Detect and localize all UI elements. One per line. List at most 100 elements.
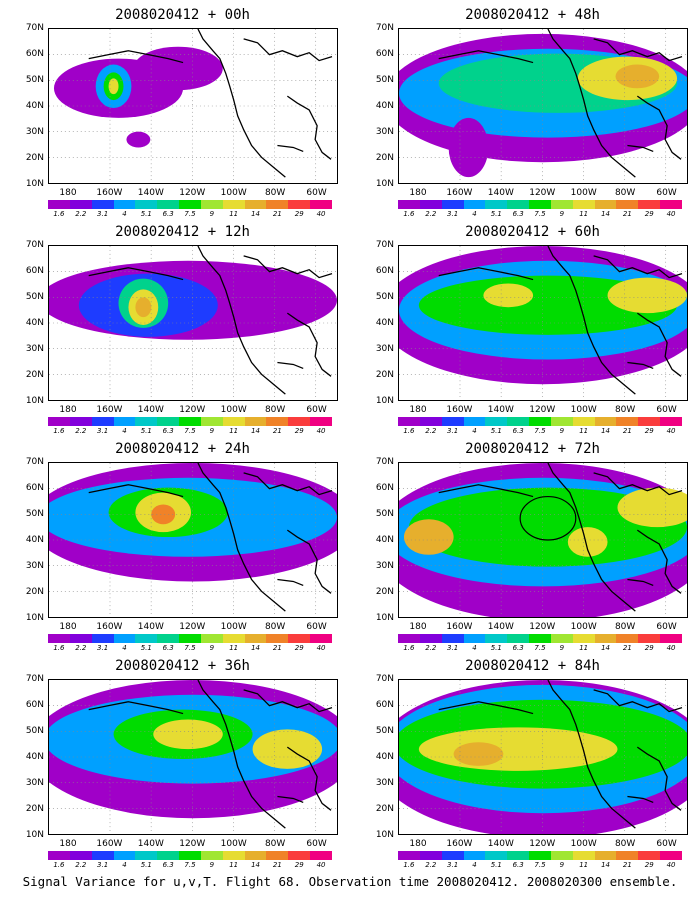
colorbar-swatch (616, 851, 639, 860)
colorbar-swatch (244, 634, 267, 643)
colorbar-label: 6.3 (162, 861, 174, 869)
colorbar-label: 40 (666, 210, 676, 218)
colorbar-label: 7.5 (184, 427, 196, 435)
map-panel: 2008020412 + 84h 70N 60N 50N 40N 30N 20N 10N 180… (360, 657, 700, 872)
colorbar-label: 4 (122, 861, 127, 869)
variance-contour (133, 46, 223, 91)
variance-contour (483, 283, 534, 308)
colorbar-swatch (485, 200, 508, 209)
longitude-label: 60W (306, 622, 327, 632)
colorbar-label: 29 (644, 644, 654, 652)
longitude-label: 120W (529, 405, 556, 415)
longitude-label: 60W (656, 622, 677, 632)
colorbar-label: 9 (209, 861, 215, 869)
colorbar-label: 2.2 (75, 644, 87, 652)
latitude-label: 60N (375, 483, 394, 493)
colorbar-label: 29 (294, 427, 304, 435)
colorbar-swatch (179, 417, 201, 426)
panel-title: 2008020412 + 36h (115, 658, 250, 674)
variance-contour (108, 78, 119, 95)
longitude-label: 60W (306, 839, 327, 849)
colorbar-label: 9 (209, 210, 215, 218)
longitude-label: 140W (487, 188, 514, 198)
longitude-label: 80W (264, 839, 286, 849)
colorbar-label: 7.5 (184, 861, 196, 869)
colorbar-label: 4 (122, 644, 127, 652)
latitude-label: 60N (25, 483, 44, 493)
colorbar-swatch (69, 200, 92, 209)
longitude-label: 120W (179, 188, 206, 198)
colorbar-label: 2.2 (425, 644, 437, 652)
colorbar-swatch (441, 851, 464, 860)
longitude-label: 100W (570, 405, 597, 415)
figure-caption: Signal Variance for u,v,T. Flight 68. Ob… (22, 874, 678, 889)
colorbar-swatch (135, 417, 158, 426)
colorbar-labels: 1.6 2.2 3.1 4 5.1 6.3 7.5 9 11 14 21 29 40 (398, 861, 682, 871)
latitude-label: 10N (25, 830, 44, 840)
longitude-label: 120W (179, 405, 206, 415)
latitude-label: 10N (25, 396, 44, 406)
latitude-label: 30N (25, 127, 44, 137)
map-panel: 2008020412 + 24h 70N 60N 50N 40N 30N 20N 10N 180… (10, 440, 355, 655)
colorbar-label: 14 (251, 210, 260, 218)
colorbar (398, 851, 682, 860)
colorbar-label: 29 (644, 210, 654, 218)
latitude-label: 10N (375, 613, 394, 623)
colorbar-label: 29 (644, 861, 654, 869)
colorbar-swatch (638, 200, 661, 209)
panel-title: 2008020412 + 12h (115, 224, 250, 240)
longitude-label: 80W (264, 622, 286, 632)
colorbar-swatch (113, 851, 136, 860)
panel-title: 2008020412 + 60h (465, 224, 600, 240)
colorbar-label: 11 (579, 861, 589, 869)
variance-contour (607, 277, 687, 314)
colorbar-label: 6.3 (162, 427, 174, 435)
colorbar-label: 14 (601, 427, 610, 435)
panel-title: 2008020412 + 84h (465, 658, 600, 674)
colorbar-swatch (616, 200, 639, 209)
variance-map (398, 462, 688, 618)
colorbar-swatch (48, 634, 70, 643)
latitude-label: 50N (25, 292, 44, 302)
colorbar-label: 9 (559, 210, 565, 218)
colorbar-swatch (485, 417, 508, 426)
colorbar-label: 7.5 (534, 644, 546, 652)
colorbar-swatch (507, 417, 530, 426)
latitude-label: 40N (375, 318, 394, 328)
variance-contour (617, 487, 687, 528)
longitude-label: 80W (614, 405, 636, 415)
longitude-label: 100W (220, 622, 247, 632)
longitude-label: 180 (409, 188, 427, 198)
colorbar-label: 21 (622, 861, 632, 869)
longitude-label: 180 (59, 405, 77, 415)
colorbar-label: 4 (472, 861, 477, 869)
colorbar-label: 11 (229, 644, 239, 652)
colorbar-labels: 1.6 2.2 3.1 4 5.1 6.3 7.5 9 11 14 21 29 40 (398, 427, 682, 437)
colorbar-swatch (529, 851, 551, 860)
latitude-label: 50N (375, 726, 394, 736)
variance-contour (448, 117, 489, 178)
colorbar-swatch (507, 851, 530, 860)
colorbar-labels: 1.6 2.2 3.1 4 5.1 6.3 7.5 9 11 14 21 29 40 (48, 427, 332, 437)
latitude-label: 60N (375, 49, 394, 59)
colorbar-label: 2.2 (75, 861, 87, 869)
colorbar (398, 417, 682, 426)
colorbar-label: 40 (666, 427, 676, 435)
colorbar-swatch (660, 200, 682, 209)
longitude-label: 80W (614, 622, 636, 632)
latitude-label: 40N (25, 535, 44, 545)
colorbar-swatch (572, 851, 595, 860)
colorbar-label: 1.6 (53, 427, 65, 435)
coastline (438, 680, 683, 829)
colorbar-swatch (113, 417, 136, 426)
latitude-label: 30N (25, 344, 44, 354)
colorbar-swatch (638, 417, 661, 426)
longitude-label: 120W (529, 622, 556, 632)
colorbar-swatch (222, 200, 245, 209)
colorbar-swatch (69, 417, 92, 426)
latitude-label: 70N (25, 23, 44, 33)
colorbar-swatch (288, 417, 311, 426)
longitude-label: 160W (446, 839, 473, 849)
colorbar-swatch (441, 634, 464, 643)
colorbar (48, 634, 332, 643)
